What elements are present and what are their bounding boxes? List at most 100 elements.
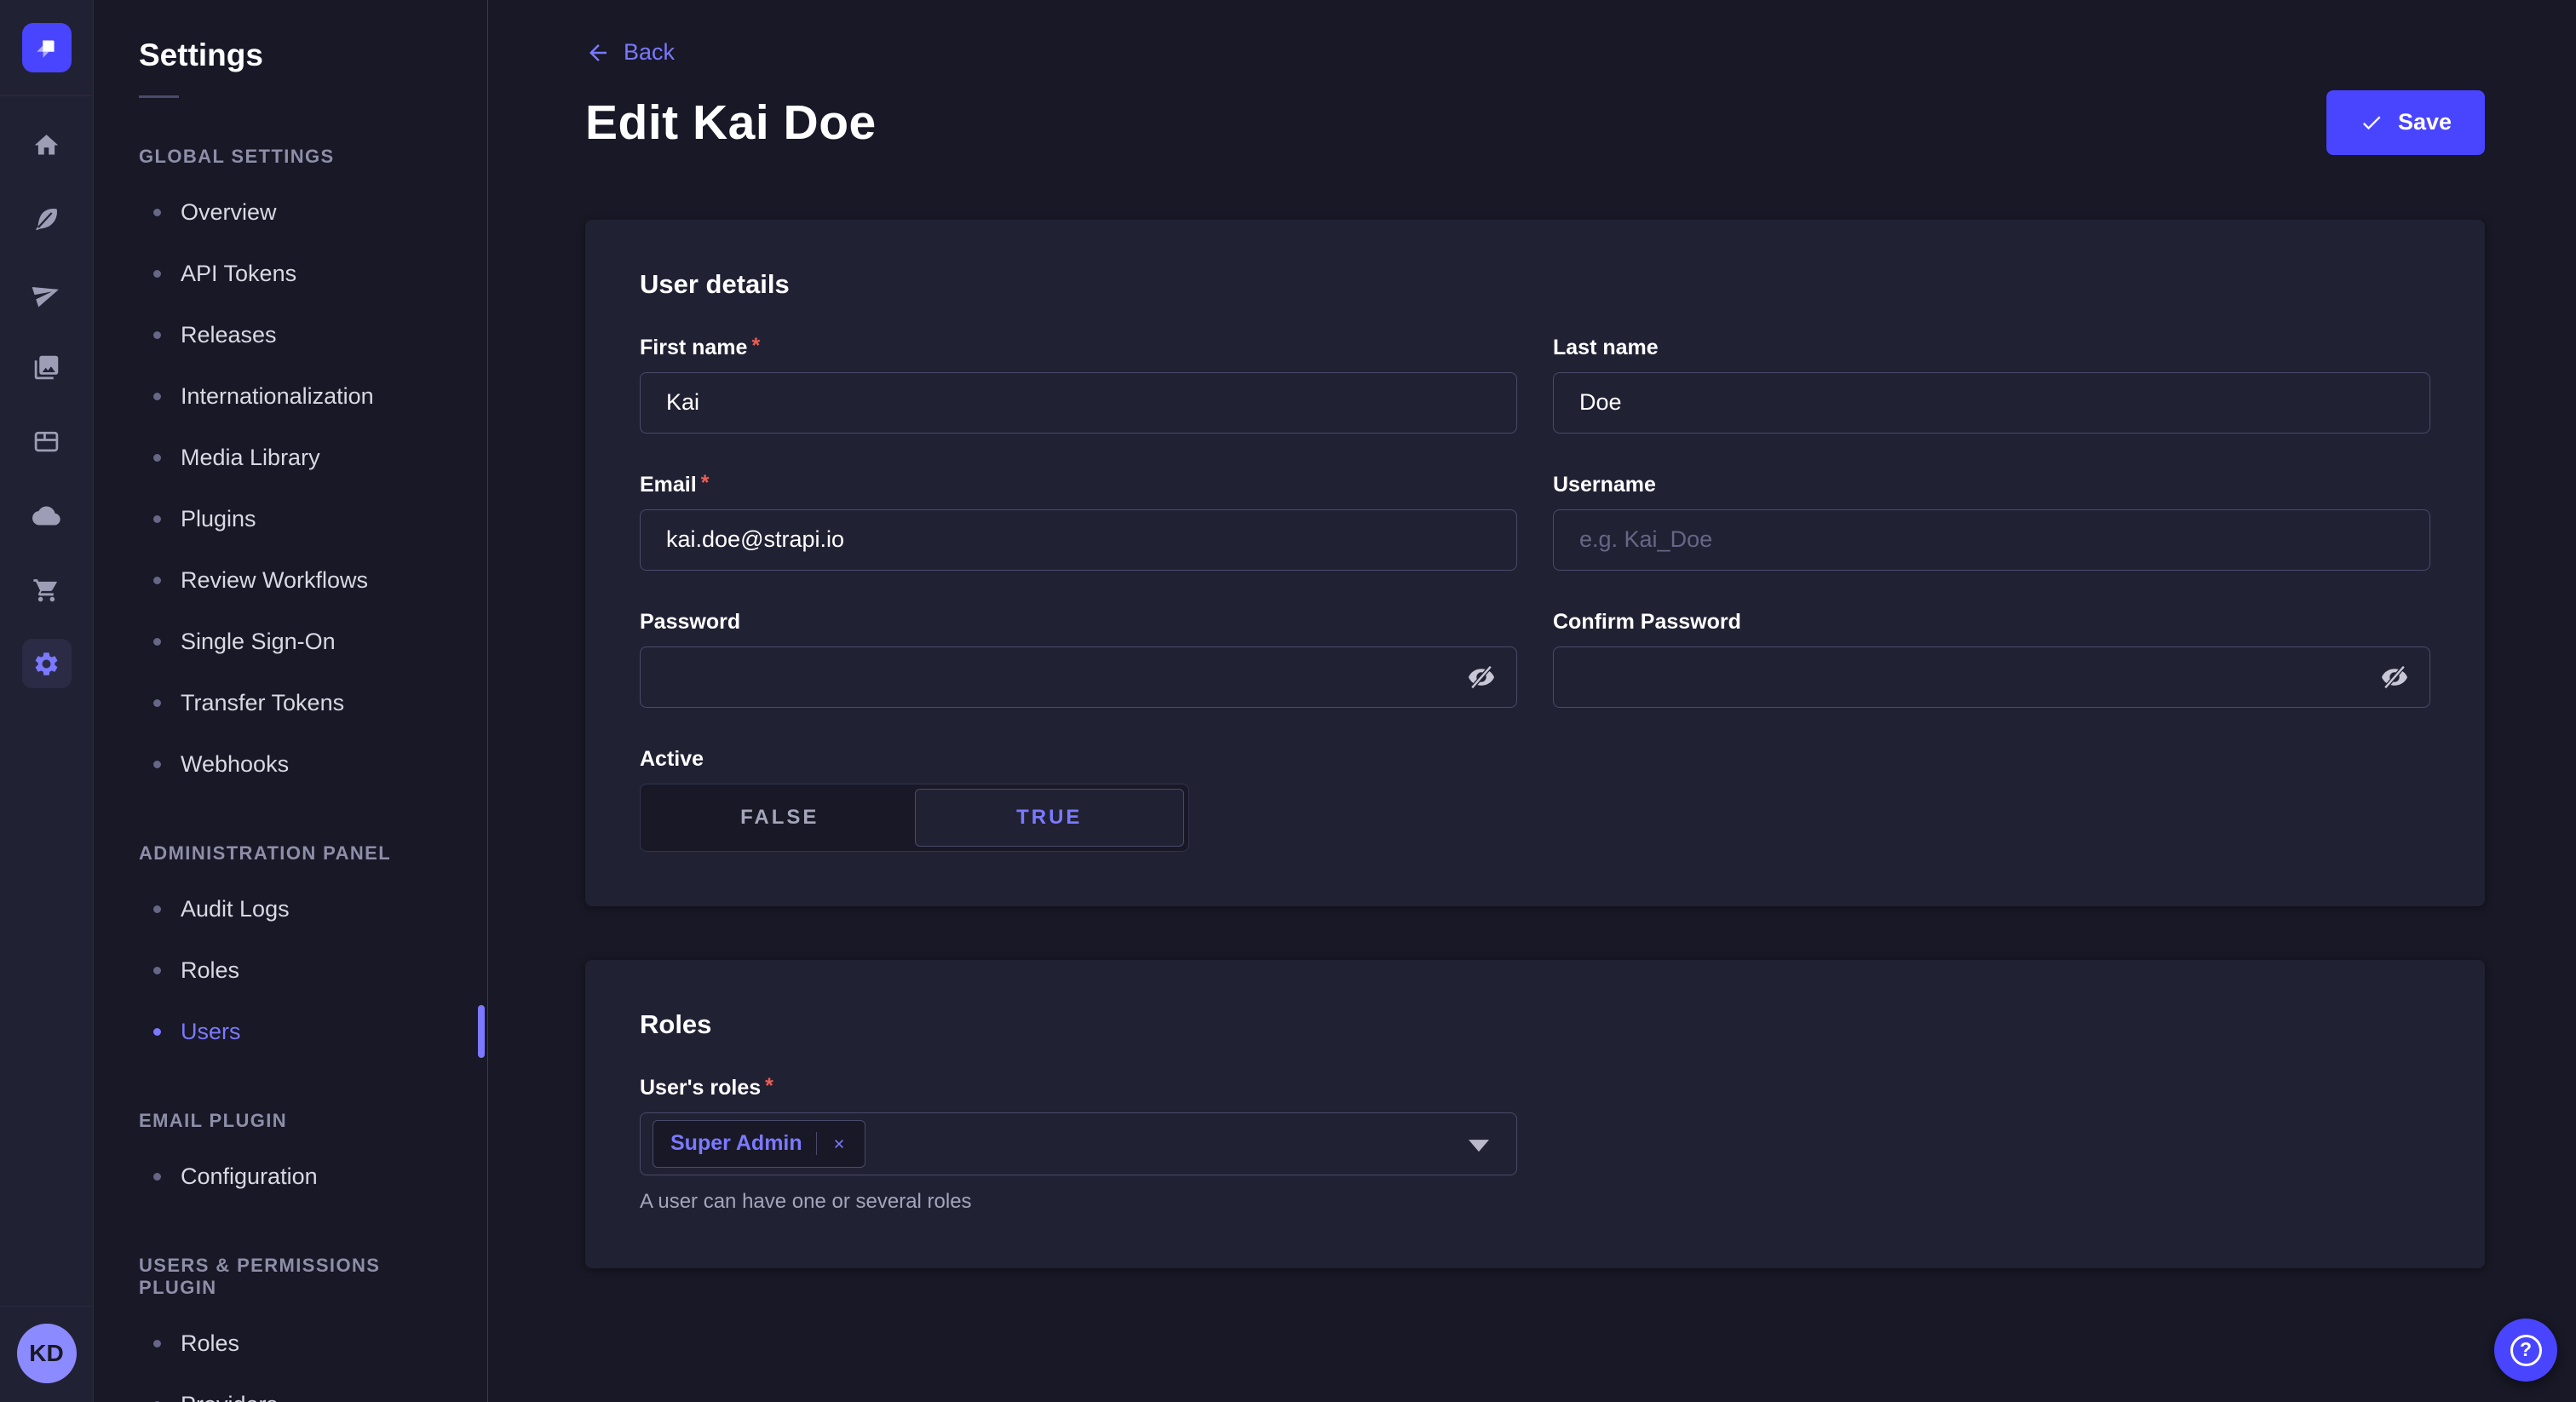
email-label: Email * <box>640 470 1517 497</box>
roles-card: Roles User's roles * Super Admin A user <box>585 959 2485 1268</box>
sidebar-item-single-sign-on[interactable]: Single Sign-On <box>94 611 487 672</box>
roles-heading: Roles <box>640 1008 712 1039</box>
required-asterisk: * <box>765 1073 773 1098</box>
users-roles-combobox[interactable]: Super Admin <box>640 1112 1517 1175</box>
sidebar-item-label: Releases <box>181 321 277 348</box>
email-field: Email * <box>640 470 1517 571</box>
sidebar-item-label: Media Library <box>181 444 320 470</box>
email-plugin-list: Configuration <box>94 1146 487 1207</box>
sidebar-item-label: Roles <box>181 957 240 983</box>
home-icon[interactable] <box>22 120 72 170</box>
users-roles-field: User's roles * Super Admin A user can hav… <box>640 1073 2430 1214</box>
global-settings-list: Overview API Tokens Releases Internation… <box>94 181 487 795</box>
cart-icon[interactable] <box>22 565 72 614</box>
password-input[interactable] <box>640 646 1517 708</box>
main-nav-rail: KD <box>0 0 94 1402</box>
sidebar-item-users[interactable]: Users <box>94 1001 487 1062</box>
remove-role-button[interactable] <box>831 1135 848 1152</box>
sidebar-item-transfer-tokens[interactable]: Transfer Tokens <box>94 672 487 733</box>
sidebar-item-overview[interactable]: Overview <box>94 181 487 243</box>
media-images-icon[interactable] <box>22 342 72 392</box>
bullet-icon <box>153 698 161 707</box>
email-input[interactable] <box>640 509 1517 571</box>
password-label: Password <box>640 610 1517 635</box>
bullet-icon <box>153 1027 161 1036</box>
administration-panel-list: Audit Logs Roles Users <box>94 878 487 1062</box>
last-name-label: Last name <box>1553 336 2430 360</box>
bullet-icon <box>153 392 161 400</box>
bullet-icon <box>153 514 161 523</box>
bullet-icon <box>153 966 161 974</box>
sidebar-item-audit-logs[interactable]: Audit Logs <box>94 878 487 939</box>
active-toggle-false-option[interactable]: FALSE <box>740 805 819 829</box>
confirm-password-field: Confirm Password <box>1553 610 2430 708</box>
last-name-input[interactable] <box>1553 371 2430 434</box>
bullet-icon <box>153 1172 161 1181</box>
sidebar-item-api-tokens[interactable]: API Tokens <box>94 243 487 304</box>
toggle-password-visibility-button[interactable] <box>1466 662 1497 692</box>
bullet-icon <box>153 1400 161 1402</box>
label-text: Last name <box>1553 335 1659 359</box>
sidebar-item-releases[interactable]: Releases <box>94 304 487 365</box>
arrow-left-icon <box>589 43 607 61</box>
back-link[interactable]: Back <box>585 39 675 66</box>
confirm-password-input[interactable] <box>1553 646 2430 708</box>
sidebar-item-label: Plugins <box>181 505 256 531</box>
cloud-icon[interactable] <box>22 491 72 540</box>
label-text: User's roles <box>640 1075 762 1100</box>
sidebar-item-providers[interactable]: Providers <box>94 1374 487 1402</box>
section-header-users-permissions-plugin: USERS & PERMISSIONS PLUGIN <box>139 1255 381 1298</box>
sidebar-item-label: Single Sign-On <box>181 628 336 654</box>
active-label: Active <box>640 747 1517 772</box>
page-title: Edit Kai Doe <box>585 95 877 150</box>
role-tag-label: Super Admin <box>670 1131 802 1155</box>
bullet-icon <box>153 453 161 462</box>
toggle-confirm-password-visibility-button[interactable] <box>2379 662 2410 692</box>
role-tag-super-admin[interactable]: Super Admin <box>653 1119 865 1168</box>
first-name-label: First name * <box>640 335 1517 360</box>
sidebar-item-label: Webhooks <box>181 750 290 777</box>
eye-off-icon <box>2382 665 2407 688</box>
sidebar-item-label: Audit Logs <box>181 895 290 922</box>
label-text: Confirm Password <box>1553 609 1741 634</box>
subnav-title: Settings <box>139 37 263 72</box>
logo-section <box>0 0 93 96</box>
user-details-heading: User details <box>640 268 790 299</box>
sidebar-item-up-roles[interactable]: Roles <box>94 1313 487 1374</box>
bullet-icon <box>153 208 161 216</box>
sidebar-item-webhooks[interactable]: Webhooks <box>94 733 487 795</box>
section-header-administration-panel: ADMINISTRATION PANEL <box>139 842 392 864</box>
subnav-title-rule <box>139 95 179 98</box>
bullet-icon <box>153 1339 161 1347</box>
chevron-down-icon <box>1469 1139 1489 1152</box>
back-label: Back <box>624 39 676 65</box>
bullet-icon <box>153 760 161 768</box>
sidebar-item-admin-roles[interactable]: Roles <box>94 939 487 1001</box>
user-avatar[interactable]: KD <box>16 1324 77 1383</box>
required-asterisk: * <box>700 470 710 495</box>
bullet-icon <box>153 905 161 913</box>
paper-plane-icon[interactable] <box>22 268 72 318</box>
first-name-input[interactable] <box>640 371 1517 434</box>
layout-icon[interactable] <box>22 417 72 466</box>
save-button[interactable]: Save <box>2326 89 2485 155</box>
sidebar-item-plugins[interactable]: Plugins <box>94 488 487 549</box>
username-label: Username <box>1553 473 2430 497</box>
sidebar-item-configuration[interactable]: Configuration <box>94 1146 487 1207</box>
feather-icon[interactable] <box>22 194 72 244</box>
help-button[interactable]: ? <box>2494 1319 2557 1382</box>
sidebar-item-label: Overview <box>181 198 277 225</box>
sidebar-item-internationalization[interactable]: Internationalization <box>94 365 487 427</box>
active-toggle-true-option[interactable]: TRUE <box>914 788 1184 847</box>
sidebar-item-label: Roles <box>181 1330 240 1356</box>
bullet-icon <box>153 330 161 339</box>
section-header-email-plugin: EMAIL PLUGIN <box>139 1110 288 1131</box>
sidebar-item-media-library[interactable]: Media Library <box>94 427 487 488</box>
strapi-logo[interactable] <box>21 23 72 72</box>
settings-gear-icon[interactable] <box>21 639 72 688</box>
bullet-icon <box>153 576 161 584</box>
username-input[interactable] <box>1553 509 2430 571</box>
sidebar-item-label: Users <box>181 1018 241 1044</box>
label-text: First name <box>640 335 748 359</box>
sidebar-item-review-workflows[interactable]: Review Workflows <box>94 549 487 611</box>
